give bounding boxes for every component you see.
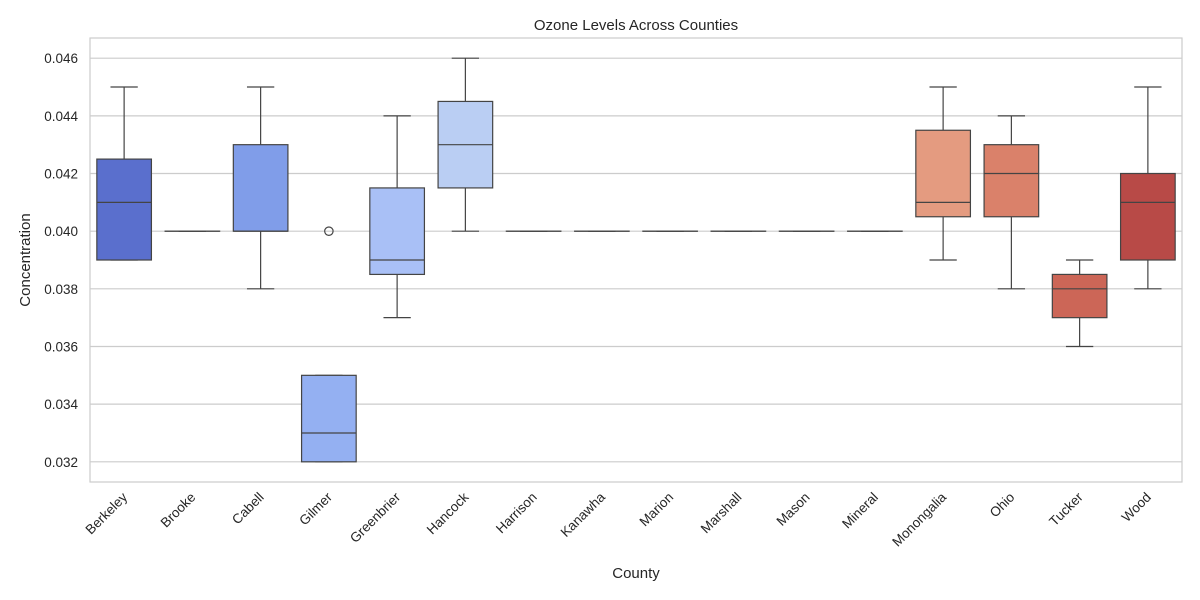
x-tick-label: Cabell	[229, 490, 267, 528]
x-tick-label: Mason	[773, 490, 812, 529]
box-body	[983, 144, 1040, 218]
chart-title: Ozone Levels Across Counties	[534, 17, 738, 34]
y-tick-label: 0.034	[44, 397, 78, 412]
box-body	[300, 374, 357, 463]
y-tick-label: 0.040	[44, 224, 78, 239]
box-ohio	[983, 115, 1040, 290]
gridlines	[90, 57, 1182, 463]
x-tick-label: Hancock	[424, 489, 472, 537]
x-tick-label: Marion	[636, 490, 676, 530]
x-tick-label: Harrison	[493, 490, 540, 537]
x-tick-label: Tucker	[1046, 489, 1086, 529]
y-tick-label: 0.046	[44, 51, 78, 66]
y-tick-label: 0.036	[44, 339, 78, 354]
x-tick-label: Gilmer	[296, 489, 335, 528]
box-body	[1051, 273, 1108, 319]
y-tick-label: 0.032	[44, 455, 78, 470]
box-body	[232, 144, 289, 232]
plot-frame	[89, 37, 1183, 483]
box-greenbrier	[369, 115, 426, 319]
x-tick-label: Wood	[1119, 490, 1154, 525]
y-tick-label: 0.044	[44, 109, 78, 124]
x-tick-label: Mineral	[839, 490, 881, 532]
x-axis-label: County	[612, 565, 660, 582]
x-tick-label: Marshall	[698, 490, 745, 537]
y-axis-label: Concentration	[17, 213, 34, 306]
box-body	[369, 187, 426, 276]
x-tick-labels: Berkeley Brooke Cabell Gilmer Greenbrier Hanc…	[82, 489, 1154, 549]
box-berkeley	[96, 86, 153, 261]
box-gilmer	[300, 226, 357, 463]
y-tick-labels: 0.032 0.034 0.036 0.038 0.040 0.042 0.044 0.046	[44, 51, 78, 470]
x-tick-label: Ohio	[987, 490, 1018, 521]
box-series	[96, 57, 1176, 463]
y-tick-label: 0.042	[44, 167, 78, 182]
x-tick-label: Greenbrier	[347, 489, 404, 546]
box-monongalia	[915, 86, 972, 261]
box-wood	[1119, 86, 1176, 290]
box-body	[1119, 172, 1176, 261]
x-tick-label: Kanawha	[558, 489, 609, 540]
box-hancock	[437, 57, 494, 232]
x-tick-label: Brooke	[158, 490, 199, 531]
box-cabell	[232, 86, 289, 290]
box-body	[915, 129, 972, 218]
box-body	[96, 158, 153, 261]
y-tick-label: 0.038	[44, 282, 78, 297]
x-tick-label: Monongalia	[889, 489, 949, 549]
box-tucker	[1051, 259, 1108, 348]
outlier-point	[324, 226, 334, 236]
x-tick-label: Berkeley	[82, 489, 130, 537]
